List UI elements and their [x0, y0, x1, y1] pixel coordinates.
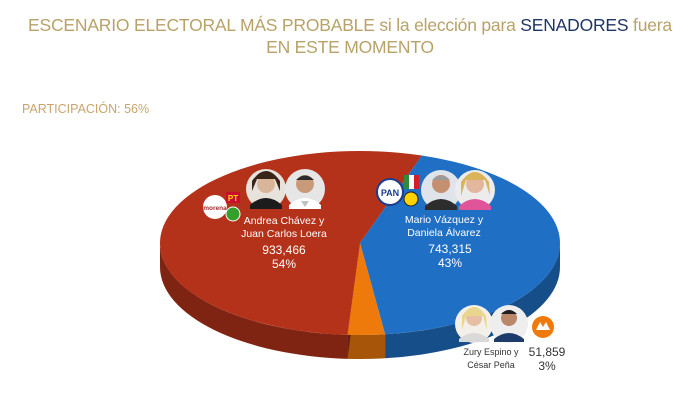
- title-part2: fuera: [628, 15, 672, 35]
- candidate-name-1a: Andrea Chávez y: [244, 215, 325, 227]
- prd-logo-icon: [403, 191, 419, 207]
- pie-side-1: [385, 243, 560, 359]
- candidate-name-3b: César Peña: [467, 360, 515, 370]
- pvem-logo-icon: [225, 206, 241, 222]
- candidate-name-2a: Mario Vázquez y: [405, 214, 484, 226]
- votes-label-3: 51,859: [529, 345, 566, 359]
- participation-label: PARTICIPACIÓN: 56%: [22, 102, 150, 116]
- morena-logo-icon: [203, 195, 227, 219]
- percent-label-2: 43%: [438, 256, 462, 270]
- pan-logo-text: PAN: [381, 188, 399, 198]
- votes-label-1: 933,466: [262, 243, 306, 257]
- chart-title: ESCENARIO ELECTORAL MÁS PROBABLE si la e…: [0, 14, 700, 58]
- percent-label-3: 3%: [538, 359, 556, 373]
- slice-label-mc: Zury Espino y César Peña 51,859 3%: [455, 305, 566, 373]
- slice-label-morena: morena PT Andrea Chávez y Juan Carlos Lo…: [203, 169, 327, 271]
- pt-logo-icon: [226, 192, 240, 203]
- title-line2: EN ESTE MOMENTO: [266, 37, 434, 57]
- percent-label-1: 54%: [272, 257, 296, 271]
- pie-slice-0: [159, 150, 422, 335]
- pt-logo-text: PT: [228, 194, 238, 203]
- pie-side-2: [347, 334, 386, 359]
- morena-logo-text: morena: [203, 205, 227, 212]
- candidate-name-1b: Juan Carlos Loera: [241, 228, 327, 240]
- title-highlight: SENADORES: [520, 15, 629, 35]
- pan-logo-icon: [376, 178, 404, 206]
- votes-label-2: 743,315: [428, 242, 472, 256]
- candidate-name-2b: Daniela Álvarez: [407, 226, 481, 239]
- pie-side-0: [160, 243, 348, 359]
- candidate-name-3a: Zury Espino y: [463, 347, 519, 357]
- slice-label-pan: PAN Mario Vázquez y Daniela Álvarez 743,…: [376, 170, 495, 270]
- pie-slice-2: [347, 243, 386, 335]
- title-part1: ESCENARIO ELECTORAL MÁS PROBABLE si la e…: [28, 15, 521, 35]
